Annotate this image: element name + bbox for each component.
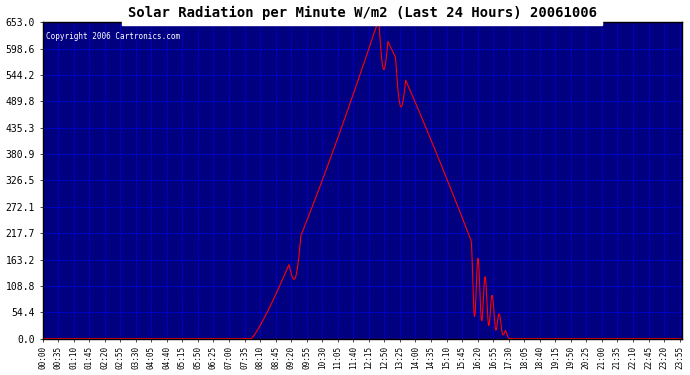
Text: Copyright 2006 Cartronics.com: Copyright 2006 Cartronics.com <box>46 32 180 41</box>
Title: Solar Radiation per Minute W/m2 (Last 24 Hours) 20061006: Solar Radiation per Minute W/m2 (Last 24… <box>128 6 597 20</box>
